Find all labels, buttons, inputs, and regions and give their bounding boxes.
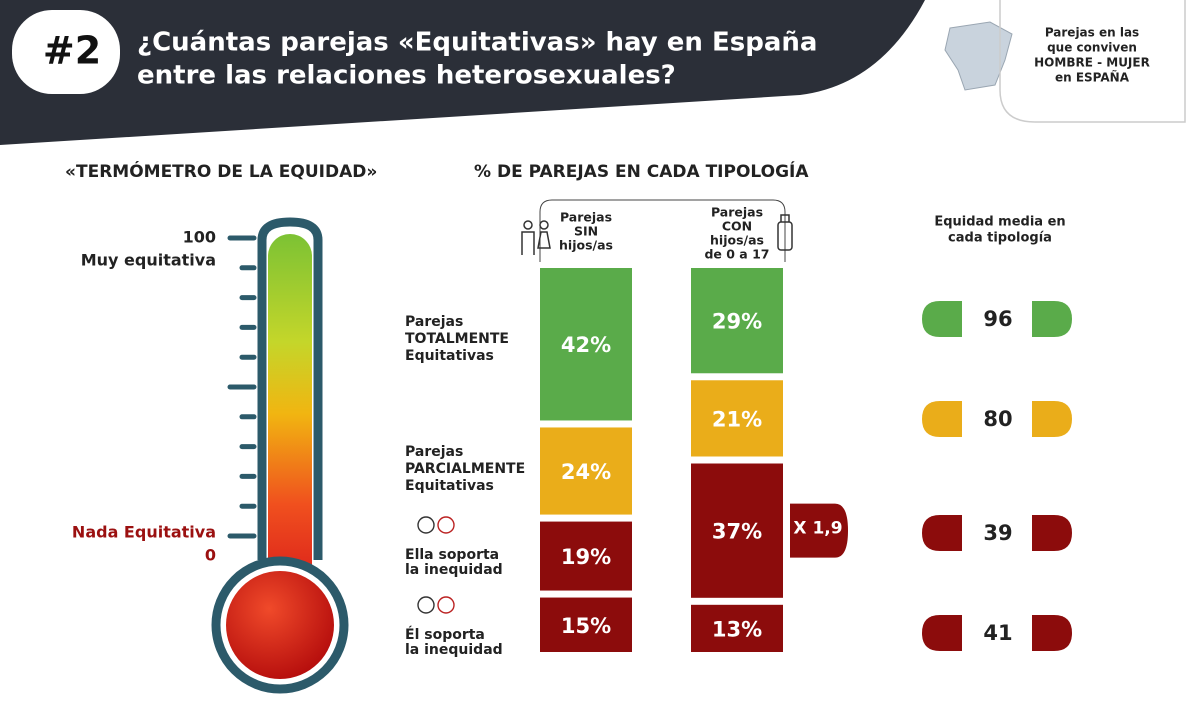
column-header: SIN	[574, 224, 598, 239]
row-label: Equitativas	[405, 348, 494, 364]
row-label: la inequidad	[405, 642, 503, 658]
header-band	[0, 0, 925, 145]
scale-label: 0	[205, 546, 216, 565]
equity-pill	[922, 615, 962, 651]
row-label: la inequidad	[405, 562, 503, 578]
row-label: Equitativas	[405, 478, 494, 494]
thermo-tube	[257, 217, 323, 560]
equity-value: 41	[983, 621, 1012, 645]
section-title: «TERMÓMETRO DE LA EQUIDAD»	[65, 160, 377, 182]
equity-value: 96	[983, 307, 1012, 331]
person-icon	[417, 596, 455, 614]
column-header: hijos/as	[710, 233, 764, 248]
equity-pill	[922, 515, 962, 551]
segment-label: 15%	[561, 614, 611, 638]
equity-value: 80	[983, 407, 1012, 431]
segment-label: 19%	[561, 545, 611, 569]
thermo-bulb	[226, 571, 334, 679]
segment	[540, 521, 632, 591]
badge-text: HOMBRE - MUJER	[1034, 56, 1150, 70]
spain-map	[944, 21, 1013, 91]
row-label: Ella soporta	[405, 547, 499, 563]
segment-label: 29%	[712, 310, 762, 334]
equity-pill	[1032, 401, 1072, 437]
equity-pill	[1032, 301, 1072, 337]
row-label: Él soporta	[405, 626, 485, 643]
segment	[691, 380, 783, 457]
equity-title: Equidad media en	[934, 215, 1065, 230]
row-label: Parejas	[405, 314, 463, 330]
header-title: ¿Cuántas parejas «Equitativas» hay en Es…	[137, 28, 817, 58]
segment	[691, 463, 783, 598]
column-header: Parejas	[560, 210, 612, 225]
equity-pill	[922, 301, 962, 337]
person-icon	[417, 516, 455, 534]
scale-label: 100	[183, 228, 216, 247]
header-number: #2	[43, 29, 101, 73]
header-bracket	[539, 199, 786, 262]
scale-label: Nada Equitativa	[72, 523, 216, 542]
segment	[691, 268, 783, 374]
segment	[540, 427, 632, 515]
segment-label: 24%	[561, 460, 611, 484]
equity-pill	[1032, 515, 1072, 551]
column-header: CON	[722, 219, 752, 234]
segment	[691, 604, 783, 652]
segment-label: 42%	[561, 333, 611, 357]
ratio-label: X 1,9	[793, 519, 842, 539]
column-header: hijos/as	[559, 238, 613, 253]
equity-title: cada tipología	[948, 231, 1052, 246]
segment-label: 37%	[712, 520, 762, 544]
row-label: TOTALMENTE	[405, 331, 509, 347]
icon-couple	[521, 214, 793, 255]
column-header: de 0 a 17	[704, 247, 769, 262]
row-label: PARCIALMENTE	[405, 461, 525, 477]
segment-label: 21%	[712, 407, 762, 431]
equity-pill	[922, 401, 962, 437]
ratio-tag	[790, 503, 848, 558]
equity-pill	[1032, 615, 1072, 651]
number-pill	[12, 10, 120, 94]
equity-value: 39	[983, 521, 1012, 545]
segment	[540, 597, 632, 652]
segment-label: 13%	[712, 617, 762, 641]
column-header: Parejas	[711, 205, 763, 220]
header-title: entre las relaciones heterosexuales?	[137, 61, 676, 91]
badge-text: que conviven	[1047, 41, 1137, 55]
badge-text: en ESPAÑA	[1055, 70, 1130, 85]
thermo-fill	[268, 234, 312, 594]
row-label: Parejas	[405, 444, 463, 460]
scale-label: Muy equitativa	[81, 251, 216, 270]
section-title: % DE PAREJAS EN CADA TIPOLOGÍA	[474, 160, 809, 182]
badge-text: Parejas en las	[1045, 26, 1139, 40]
badge-frame	[999, 0, 1186, 123]
segment	[540, 268, 632, 421]
